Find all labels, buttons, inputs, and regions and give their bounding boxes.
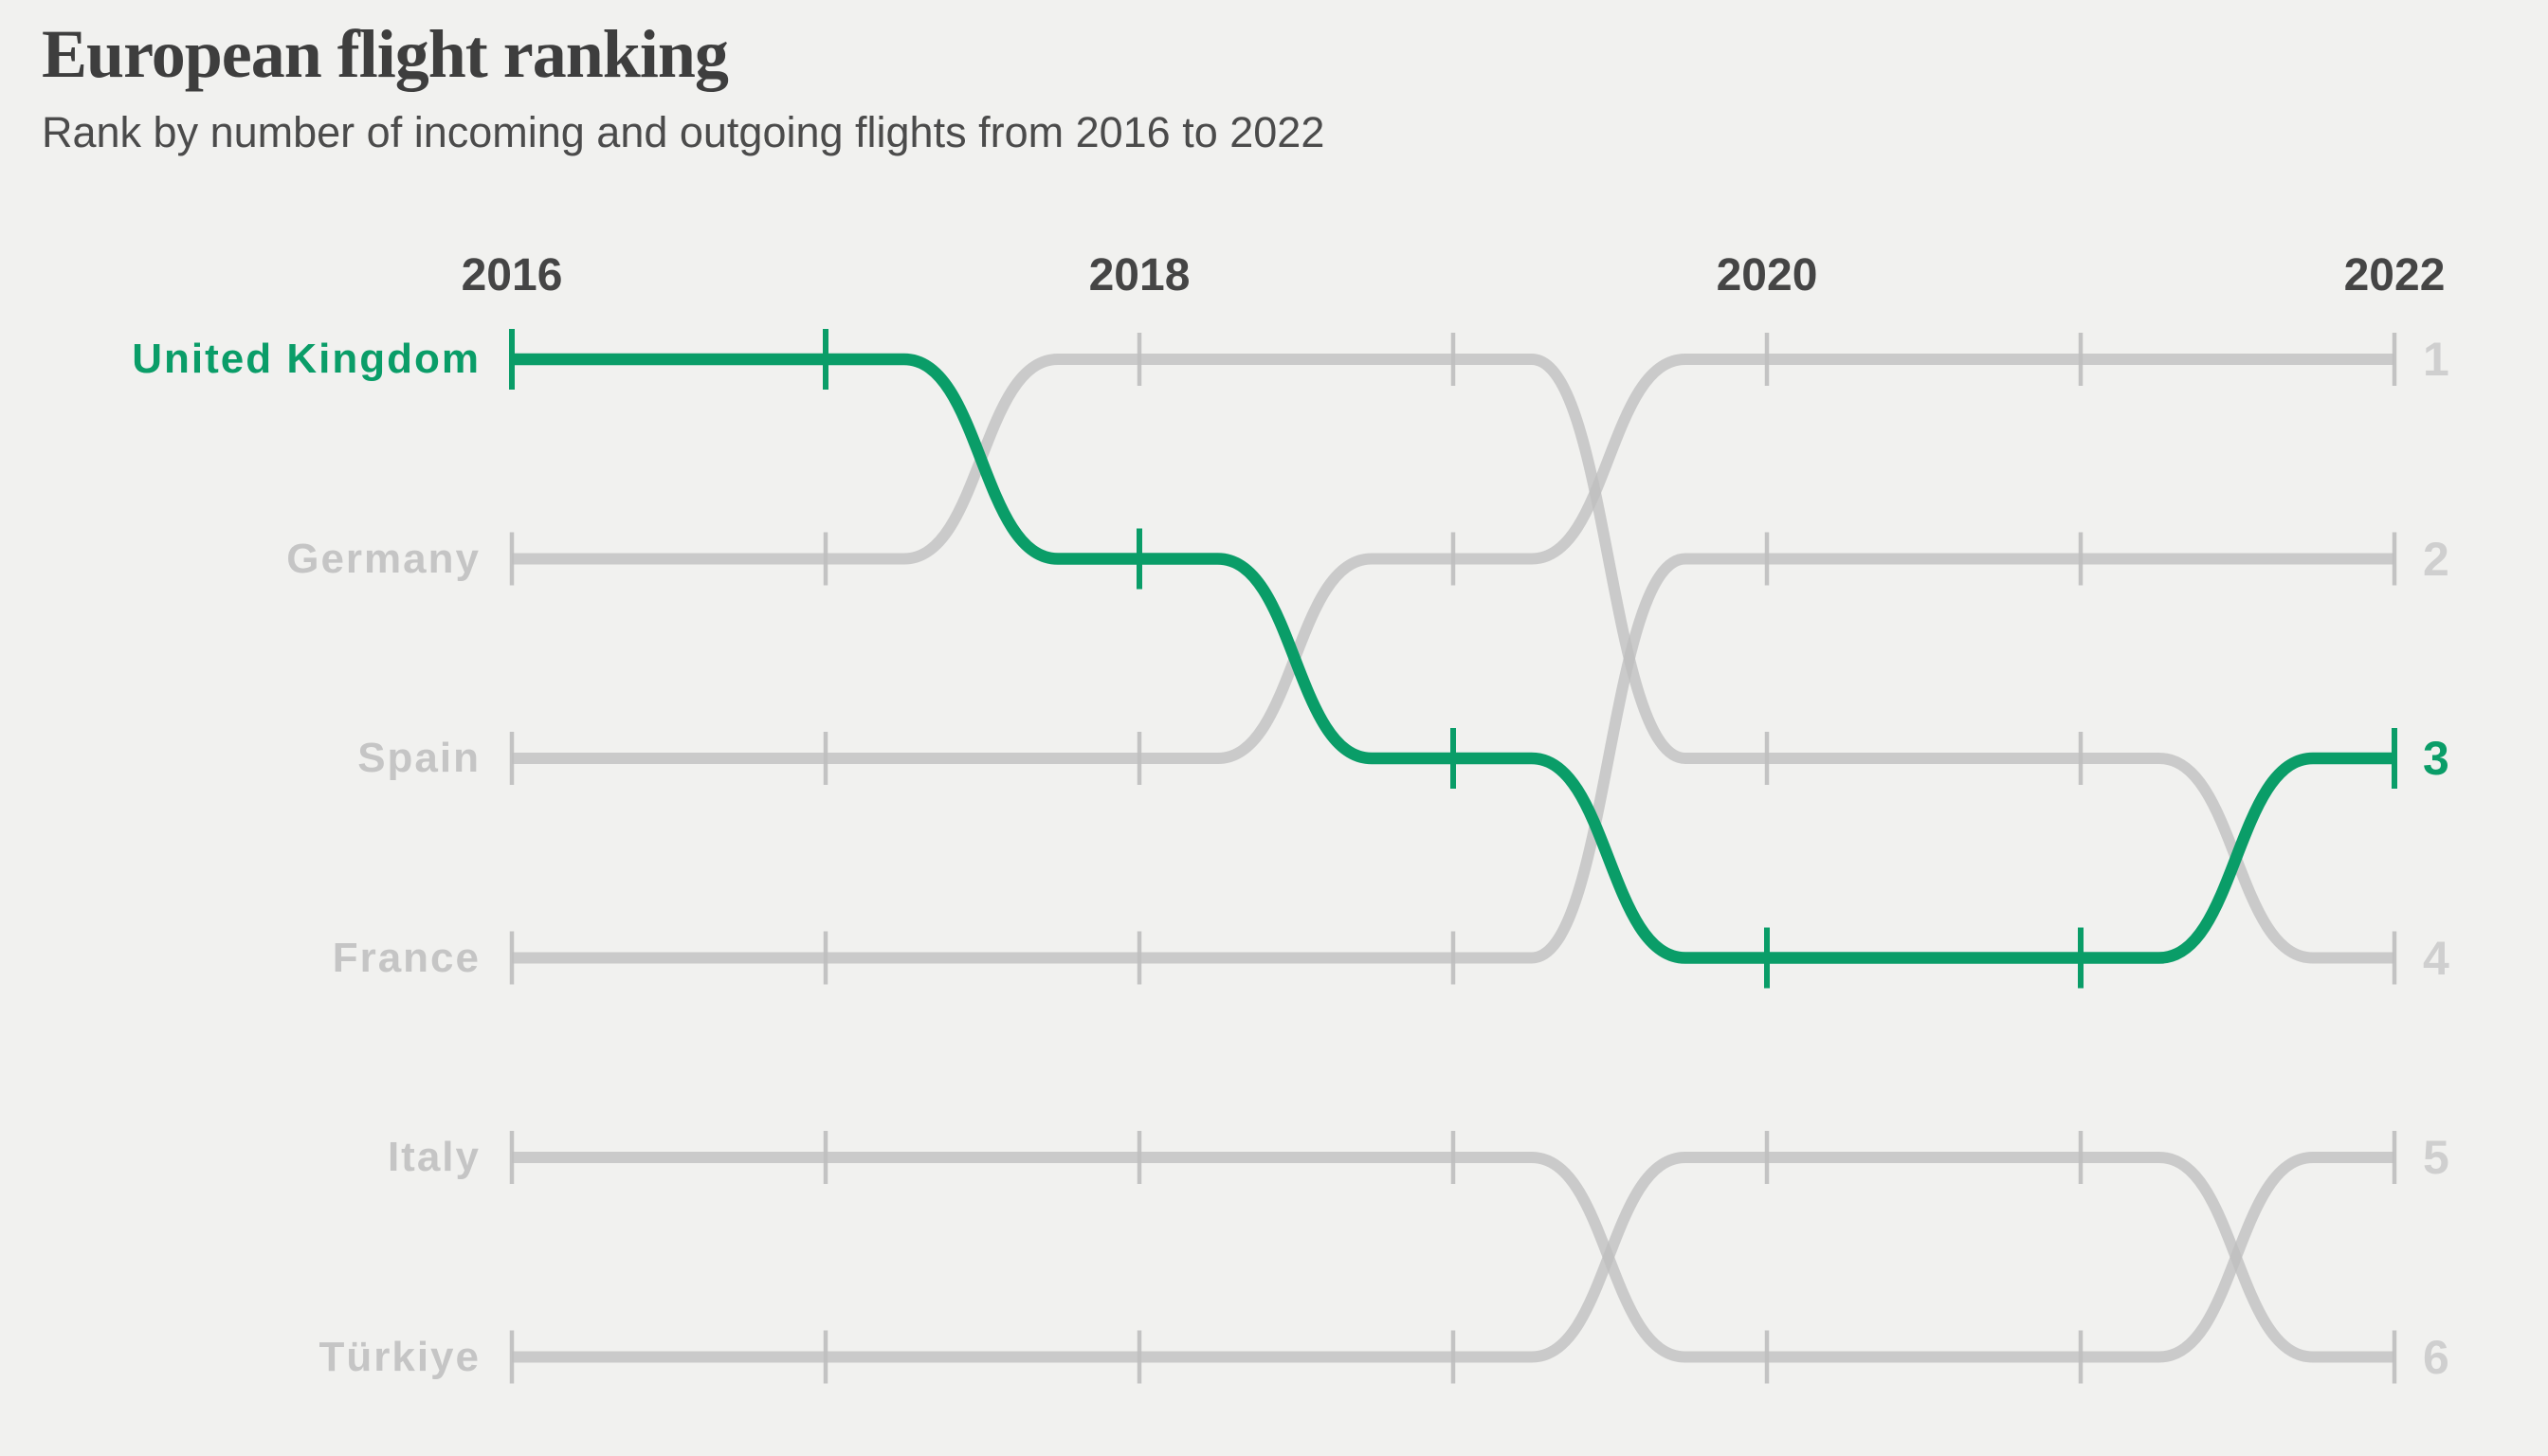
x-axis-label-2018: 2018 <box>1088 250 1191 300</box>
rank-label-3: 3 <box>2423 732 2449 785</box>
page-title: European flight ranking <box>42 16 729 92</box>
year-ticks-gray <box>509 333 2397 1384</box>
rank-line-highlight <box>512 353 2394 964</box>
x-axis-label-2022: 2022 <box>2343 250 2446 300</box>
rank-label-6: 6 <box>2423 1330 2449 1384</box>
rank-line-united-kingdom <box>512 353 2394 964</box>
x-axis-label-2020: 2020 <box>1716 250 1818 300</box>
country-label-italy: Italy <box>387 1134 481 1180</box>
country-label-united-kingdom: United Kingdom <box>132 336 481 382</box>
rank-line-türkiye <box>512 1152 2394 1363</box>
rank-line-france <box>512 553 2394 964</box>
country-label-germany: Germany <box>286 535 481 582</box>
country-label-spain: Spain <box>357 735 481 781</box>
rank-label-5: 5 <box>2423 1131 2449 1184</box>
rank-lines-gray <box>512 354 2394 1363</box>
rank-label-2: 2 <box>2423 532 2449 586</box>
rank-label-1: 1 <box>2423 333 2449 386</box>
x-axis-label-2016: 2016 <box>461 250 563 300</box>
country-label-france: France <box>332 934 481 981</box>
year-ticks-highlight <box>509 329 2397 989</box>
country-label-türkiye: Türkiye <box>318 1333 481 1380</box>
rank-line-spain <box>512 354 2394 764</box>
rank-line-germany <box>512 354 2394 964</box>
rank-label-4: 4 <box>2423 931 2449 985</box>
page-subtitle: Rank by number of incoming and outgoing … <box>42 108 1325 156</box>
rank-line-italy <box>512 1152 2394 1363</box>
